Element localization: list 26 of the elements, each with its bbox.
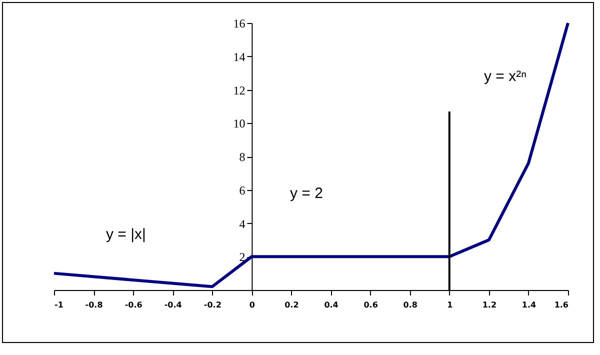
y-tick-label: 14 (233, 50, 246, 64)
line-series (52, 22, 570, 288)
x-tick-label: -0.6 (124, 300, 143, 310)
annotation: y = x²ⁿ (484, 68, 527, 85)
x-tick-label: 1 (447, 300, 454, 310)
x-tick-label: 1.4 (522, 300, 536, 310)
x-tick-label: 0.2 (284, 300, 299, 310)
x-tick-label: 0.8 (403, 300, 418, 310)
x-tick-label: 1.2 (482, 300, 497, 310)
y-tick-label: 16 (233, 16, 246, 30)
x-tick-label: -0.2 (204, 300, 222, 310)
x-tick-label: 0.4 (324, 300, 339, 310)
y-tick-label: 10 (233, 116, 246, 131)
x-tick-label: 1.6 (554, 300, 569, 310)
x-tick-label: -0.8 (85, 300, 104, 310)
x-tick-label: 0 (249, 300, 256, 310)
y-tick-label: 4 (239, 216, 246, 231)
x-tick-label: -1 (54, 300, 64, 310)
x-tick-label: -0.4 (164, 300, 182, 310)
y-tick-label: 12 (233, 83, 246, 98)
annotation: y = 2 (290, 185, 323, 202)
y-tick-label: 8 (239, 150, 246, 164)
y-tick-label: 2 (239, 250, 246, 264)
y-tick-label: 6 (239, 183, 246, 198)
x-tick-label: 0.6 (364, 300, 378, 310)
annotation: y = |x| (106, 226, 146, 243)
